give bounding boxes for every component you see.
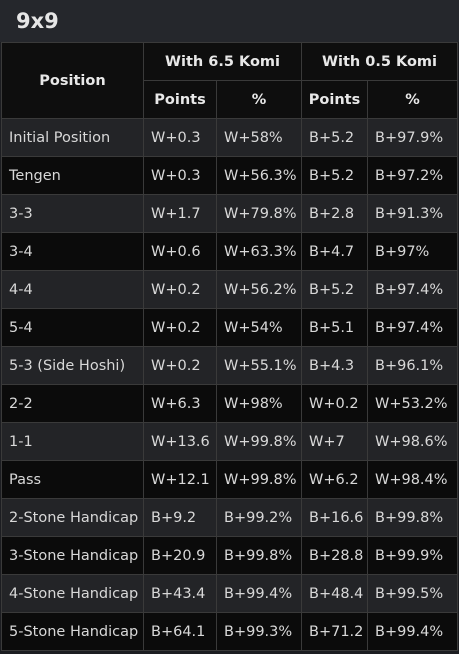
cell-position: 2-2 [2, 385, 144, 423]
table-row: 5-Stone Handicap B+64.1 B+99.3% B+71.2 B+99.… [2, 613, 458, 651]
cell-points-6-5: W+0.3 [144, 157, 217, 195]
cell-position: 3-Stone Handicap [2, 537, 144, 575]
cell-points-0-5: B+16.6 [302, 499, 368, 537]
cell-percent-0-5: B+99.8% [368, 499, 458, 537]
cell-percent-6-5: B+99.4% [217, 575, 302, 613]
cell-position: Tengen [2, 157, 144, 195]
cell-position: Initial Position [2, 119, 144, 157]
header-komi-0-5: With 0.5 Komi [302, 43, 458, 81]
cell-points-6-5: B+20.9 [144, 537, 217, 575]
cell-position: Pass [2, 461, 144, 499]
cell-percent-6-5: W+56.2% [217, 271, 302, 309]
cell-points-6-5: W+0.2 [144, 347, 217, 385]
header-points-0-5: Points [302, 81, 368, 119]
table-row: Pass W+12.1 W+99.8% W+6.2 W+98.4% [2, 461, 458, 499]
cell-percent-6-5: W+56.3% [217, 157, 302, 195]
header-points-6-5: Points [144, 81, 217, 119]
cell-percent-0-5: W+53.2% [368, 385, 458, 423]
cell-points-6-5: W+13.6 [144, 423, 217, 461]
cell-percent-0-5: B+97.2% [368, 157, 458, 195]
cell-position: 3-4 [2, 233, 144, 271]
cell-points-0-5: W+6.2 [302, 461, 368, 499]
table-row: 3-3 W+1.7 W+79.8% B+2.8 B+91.3% [2, 195, 458, 233]
cell-percent-6-5: W+98% [217, 385, 302, 423]
cell-percent-6-5: W+55.1% [217, 347, 302, 385]
cell-points-0-5: B+5.2 [302, 119, 368, 157]
cell-points-6-5: W+6.3 [144, 385, 217, 423]
cell-points-0-5: W+0.2 [302, 385, 368, 423]
table-row: 2-Stone Handicap B+9.2 B+99.2% B+16.6 B+99.8… [2, 499, 458, 537]
cell-percent-6-5: W+63.3% [217, 233, 302, 271]
cell-percent-0-5: B+96.1% [368, 347, 458, 385]
cell-points-0-5: B+2.8 [302, 195, 368, 233]
cell-points-0-5: B+4.7 [302, 233, 368, 271]
cell-points-6-5: B+43.4 [144, 575, 217, 613]
table-body: Initial Position W+0.3 W+58% B+5.2 B+97.9% Te… [2, 119, 458, 651]
cell-points-0-5: B+5.2 [302, 271, 368, 309]
table-row: 4-4 W+0.2 W+56.2% B+5.2 B+97.4% [2, 271, 458, 309]
komi-results-table: Position With 6.5 Komi With 0.5 Komi Poi… [1, 42, 458, 651]
cell-points-6-5: W+12.1 [144, 461, 217, 499]
cell-points-0-5: B+4.3 [302, 347, 368, 385]
cell-position: 1-1 [2, 423, 144, 461]
cell-percent-0-5: B+97.4% [368, 309, 458, 347]
cell-percent-0-5: W+98.6% [368, 423, 458, 461]
table-row: 3-4 W+0.6 W+63.3% B+4.7 B+97% [2, 233, 458, 271]
table-row: 4-Stone Handicap B+43.4 B+99.4% B+48.4 B+99.… [2, 575, 458, 613]
cell-percent-0-5: W+98.4% [368, 461, 458, 499]
header-percent-0-5: % [368, 81, 458, 119]
cell-percent-6-5: W+54% [217, 309, 302, 347]
table-row: 1-1 W+13.6 W+99.8% W+7 W+98.6% [2, 423, 458, 461]
cell-points-6-5: W+0.2 [144, 271, 217, 309]
cell-percent-6-5: W+58% [217, 119, 302, 157]
cell-percent-0-5: B+99.9% [368, 537, 458, 575]
cell-points-0-5: B+48.4 [302, 575, 368, 613]
cell-points-6-5: B+9.2 [144, 499, 217, 537]
cell-percent-6-5: W+99.8% [217, 461, 302, 499]
cell-position: 3-3 [2, 195, 144, 233]
cell-percent-0-5: B+97.9% [368, 119, 458, 157]
header-row-groups: Position With 6.5 Komi With 0.5 Komi [2, 43, 458, 81]
cell-points-6-5: W+0.2 [144, 309, 217, 347]
cell-position: 5-Stone Handicap [2, 613, 144, 651]
cell-position: 5-4 [2, 309, 144, 347]
cell-percent-0-5: B+97.4% [368, 271, 458, 309]
cell-percent-6-5: B+99.3% [217, 613, 302, 651]
cell-points-6-5: W+0.6 [144, 233, 217, 271]
cell-percent-6-5: W+99.8% [217, 423, 302, 461]
table-header: Position With 6.5 Komi With 0.5 Komi Poi… [2, 43, 458, 119]
header-position: Position [2, 43, 144, 119]
table-row: 3-Stone Handicap B+20.9 B+99.8% B+28.8 B+99.… [2, 537, 458, 575]
table-row: 5-4 W+0.2 W+54% B+5.1 B+97.4% [2, 309, 458, 347]
table-row: Tengen W+0.3 W+56.3% B+5.2 B+97.2% [2, 157, 458, 195]
section-title: 9x9 [16, 9, 59, 33]
header-percent-6-5: % [217, 81, 302, 119]
cell-points-6-5: W+0.3 [144, 119, 217, 157]
cell-points-0-5: W+7 [302, 423, 368, 461]
cell-points-6-5: B+64.1 [144, 613, 217, 651]
cell-position: 2-Stone Handicap [2, 499, 144, 537]
cell-percent-0-5: B+99.4% [368, 613, 458, 651]
cell-points-0-5: B+28.8 [302, 537, 368, 575]
cell-percent-6-5: W+79.8% [217, 195, 302, 233]
table-row: 5-3 (Side Hoshi) W+0.2 W+55.1% B+4.3 B+96.1% [2, 347, 458, 385]
cell-points-0-5: B+5.2 [302, 157, 368, 195]
cell-points-0-5: B+5.1 [302, 309, 368, 347]
cell-percent-0-5: B+97% [368, 233, 458, 271]
table-row: 2-2 W+6.3 W+98% W+0.2 W+53.2% [2, 385, 458, 423]
cell-position: 4-4 [2, 271, 144, 309]
cell-points-6-5: W+1.7 [144, 195, 217, 233]
cell-position: 5-3 (Side Hoshi) [2, 347, 144, 385]
table-row: Initial Position W+0.3 W+58% B+5.2 B+97.9% [2, 119, 458, 157]
header-komi-6-5: With 6.5 Komi [144, 43, 302, 81]
cell-position: 4-Stone Handicap [2, 575, 144, 613]
cell-percent-6-5: B+99.8% [217, 537, 302, 575]
cell-percent-0-5: B+99.5% [368, 575, 458, 613]
section-header: 9x9 [0, 0, 459, 42]
cell-points-0-5: B+71.2 [302, 613, 368, 651]
cell-percent-6-5: B+99.2% [217, 499, 302, 537]
cell-percent-0-5: B+91.3% [368, 195, 458, 233]
